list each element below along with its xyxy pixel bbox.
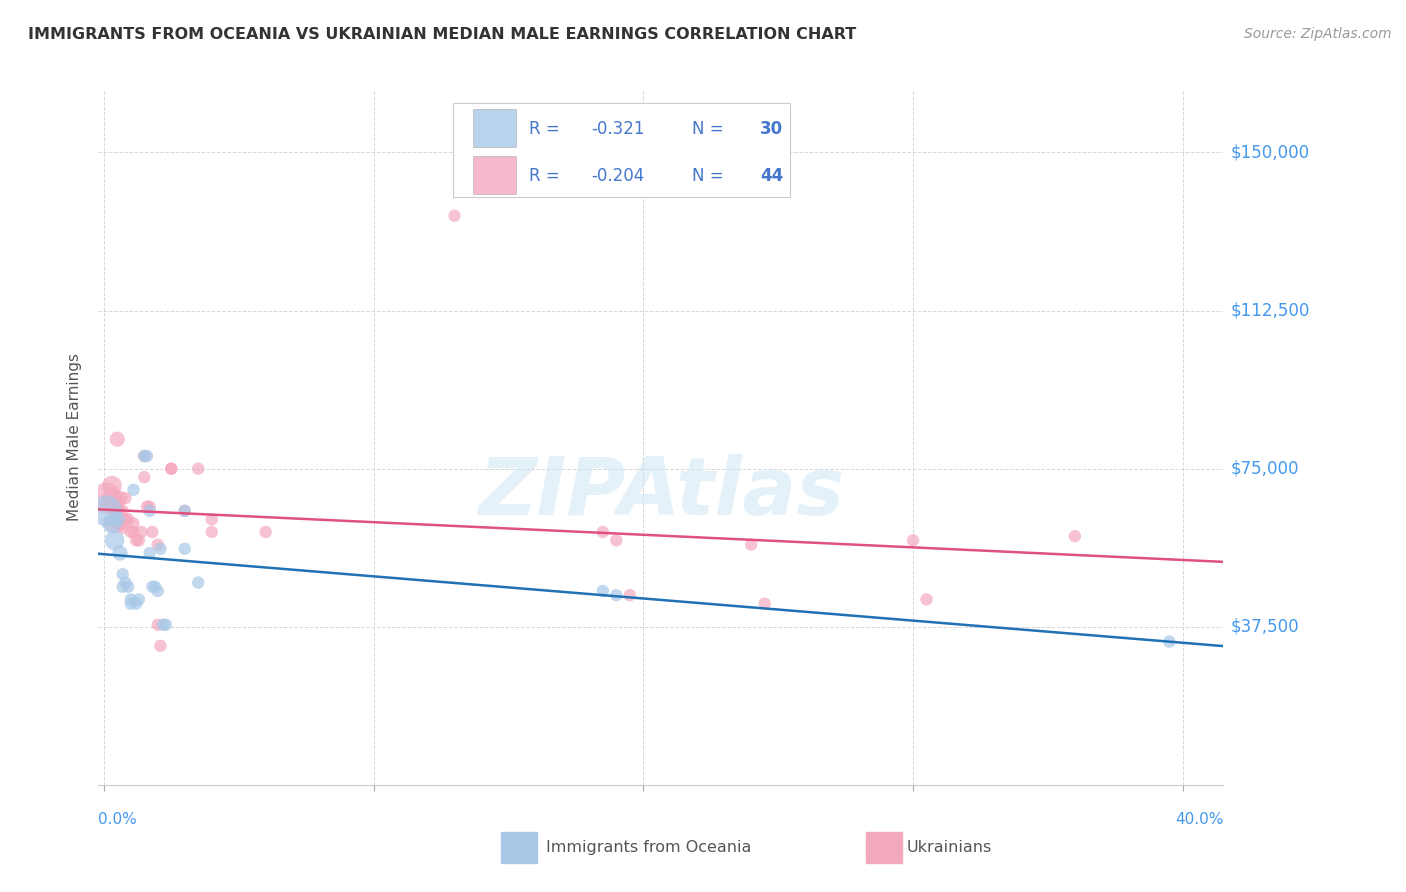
- Text: Immigrants from Oceania: Immigrants from Oceania: [546, 840, 751, 855]
- Point: [117, 580, 139, 594]
- FancyBboxPatch shape: [472, 155, 516, 194]
- Text: R =: R =: [529, 168, 565, 186]
- Point: [146, 617, 169, 632]
- Point: [173, 504, 195, 518]
- Point: [111, 580, 134, 594]
- Point: [149, 541, 172, 556]
- Point: [152, 617, 174, 632]
- Text: Source: ZipAtlas.com: Source: ZipAtlas.com: [1244, 27, 1392, 41]
- Point: [143, 580, 166, 594]
- Point: [122, 524, 145, 539]
- Text: IMMIGRANTS FROM OCEANIA VS UKRAINIAN MEDIAN MALE EARNINGS CORRELATION CHART: IMMIGRANTS FROM OCEANIA VS UKRAINIAN MED…: [28, 27, 856, 42]
- Text: 0.0%: 0.0%: [98, 812, 138, 827]
- Point: [122, 483, 145, 497]
- Text: $150,000: $150,000: [1230, 144, 1309, 161]
- Point: [108, 516, 131, 531]
- Point: [619, 588, 641, 602]
- Text: 30: 30: [759, 120, 783, 138]
- Point: [138, 500, 160, 514]
- Text: Ukrainians: Ukrainians: [907, 840, 993, 855]
- Point: [592, 584, 614, 599]
- Text: $112,500: $112,500: [1230, 301, 1309, 319]
- Text: $37,500: $37,500: [1230, 618, 1299, 636]
- Point: [108, 491, 131, 506]
- Point: [201, 512, 224, 526]
- Point: [173, 504, 195, 518]
- Point: [120, 597, 142, 611]
- Point: [111, 504, 134, 518]
- Text: 40.0%: 40.0%: [1175, 812, 1223, 827]
- Point: [1063, 529, 1085, 543]
- Point: [134, 470, 156, 484]
- Point: [605, 533, 627, 548]
- Point: [101, 478, 124, 492]
- Point: [915, 592, 938, 607]
- Point: [146, 584, 169, 599]
- Point: [1159, 634, 1181, 648]
- Point: [160, 461, 183, 475]
- Point: [160, 461, 183, 475]
- Point: [120, 524, 142, 539]
- Text: $75,000: $75,000: [1230, 459, 1299, 478]
- Point: [128, 533, 150, 548]
- Point: [592, 524, 614, 539]
- Point: [114, 575, 136, 590]
- FancyBboxPatch shape: [453, 103, 790, 197]
- Point: [254, 524, 277, 539]
- Point: [173, 541, 195, 556]
- Point: [114, 491, 136, 506]
- Point: [187, 575, 209, 590]
- Point: [754, 597, 776, 611]
- Point: [117, 512, 139, 526]
- Point: [136, 500, 159, 514]
- Point: [96, 491, 118, 506]
- Point: [187, 461, 209, 475]
- Point: [131, 524, 153, 539]
- Point: [134, 449, 156, 463]
- Point: [134, 449, 156, 463]
- Point: [141, 580, 163, 594]
- Point: [111, 567, 134, 582]
- Point: [201, 524, 224, 539]
- Text: -0.321: -0.321: [591, 120, 644, 138]
- Y-axis label: Median Male Earnings: Median Male Earnings: [67, 353, 83, 521]
- Point: [104, 500, 127, 514]
- Text: N =: N =: [692, 120, 730, 138]
- Point: [146, 538, 169, 552]
- Point: [101, 491, 124, 506]
- Point: [740, 538, 762, 552]
- Point: [138, 504, 160, 518]
- Point: [111, 521, 134, 535]
- Point: [901, 533, 924, 548]
- Point: [141, 524, 163, 539]
- Point: [605, 588, 627, 602]
- Text: 44: 44: [759, 168, 783, 186]
- Point: [104, 516, 127, 531]
- Point: [138, 546, 160, 560]
- Point: [125, 533, 148, 548]
- Point: [122, 516, 145, 531]
- Point: [125, 597, 148, 611]
- Point: [149, 639, 172, 653]
- Point: [114, 512, 136, 526]
- Text: -0.204: -0.204: [591, 168, 644, 186]
- Point: [101, 516, 124, 531]
- Point: [104, 533, 127, 548]
- Point: [108, 546, 131, 560]
- Text: N =: N =: [692, 168, 730, 186]
- Point: [128, 592, 150, 607]
- Point: [155, 617, 177, 632]
- Point: [120, 592, 142, 607]
- Point: [105, 432, 128, 446]
- Point: [136, 449, 159, 463]
- FancyBboxPatch shape: [472, 109, 516, 147]
- Point: [105, 504, 128, 518]
- Point: [443, 209, 465, 223]
- Text: ZIPAtlas: ZIPAtlas: [478, 454, 844, 532]
- Point: [105, 512, 128, 526]
- Text: R =: R =: [529, 120, 565, 138]
- Point: [96, 504, 118, 518]
